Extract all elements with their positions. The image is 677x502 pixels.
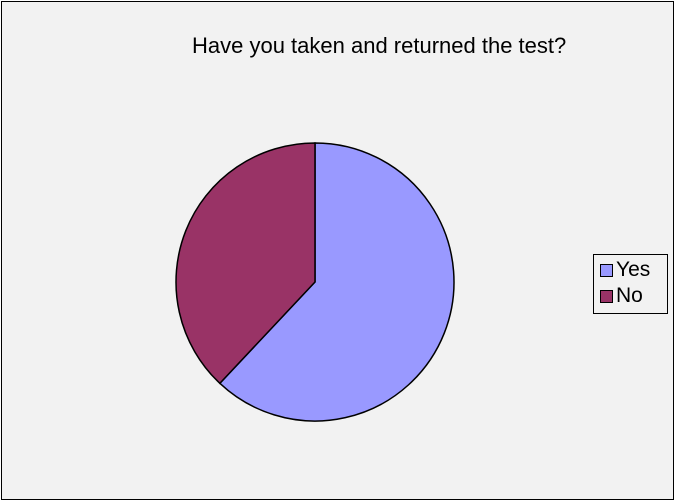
legend-item-no: No [600, 283, 667, 309]
legend-label-yes: Yes [616, 258, 651, 281]
legend: Yes No [593, 254, 668, 314]
legend-item-yes: Yes [600, 257, 667, 283]
pie-slice-no [175, 142, 316, 385]
legend-label-no: No [616, 284, 643, 307]
legend-swatch-no [600, 289, 613, 303]
chart-title: Have you taken and returned the test? [192, 33, 567, 58]
pie-slice-yes [218, 142, 455, 422]
legend-swatch-yes [600, 263, 613, 277]
